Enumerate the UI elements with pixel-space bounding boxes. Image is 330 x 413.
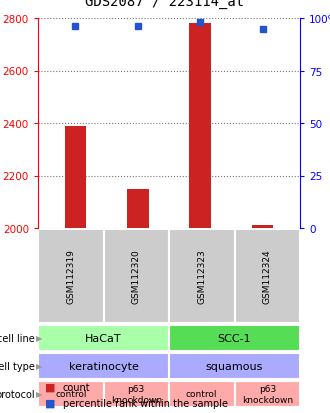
Text: cell type: cell type xyxy=(0,361,35,371)
Text: squamous: squamous xyxy=(206,361,263,371)
Text: SCC-1: SCC-1 xyxy=(218,333,251,343)
Bar xyxy=(169,381,235,407)
Text: GSM112319: GSM112319 xyxy=(66,249,75,304)
Bar xyxy=(169,230,235,323)
Text: count: count xyxy=(63,382,90,392)
Text: GSM112320: GSM112320 xyxy=(132,249,141,304)
Bar xyxy=(104,230,169,323)
Bar xyxy=(252,226,274,228)
Text: p63
knockdown: p63 knockdown xyxy=(111,385,162,404)
Text: ▶: ▶ xyxy=(36,362,43,370)
Text: HaCaT: HaCaT xyxy=(85,333,122,343)
Text: cell line: cell line xyxy=(0,333,35,343)
Bar xyxy=(189,24,211,228)
Bar xyxy=(127,189,149,228)
Text: ▶: ▶ xyxy=(36,334,43,343)
Bar xyxy=(38,353,169,379)
Text: percentile rank within the sample: percentile rank within the sample xyxy=(63,398,228,408)
Text: protocol: protocol xyxy=(0,389,35,399)
Bar xyxy=(169,325,300,351)
Bar xyxy=(235,230,300,323)
Bar xyxy=(38,325,169,351)
Text: ■: ■ xyxy=(45,382,55,392)
Text: ■: ■ xyxy=(45,398,55,408)
Text: control: control xyxy=(55,389,86,399)
Bar xyxy=(38,230,104,323)
Text: control: control xyxy=(186,389,217,399)
Text: GSM112324: GSM112324 xyxy=(263,249,272,304)
Text: keratinocyte: keratinocyte xyxy=(69,361,139,371)
Bar xyxy=(64,126,86,228)
Text: ▶: ▶ xyxy=(36,389,43,399)
Text: GSM112323: GSM112323 xyxy=(197,249,206,304)
Bar xyxy=(169,353,300,379)
Text: GDS2087 / 223114_at: GDS2087 / 223114_at xyxy=(85,0,245,9)
Bar xyxy=(235,381,300,407)
Text: p63
knockdown: p63 knockdown xyxy=(242,385,293,404)
Bar xyxy=(38,381,104,407)
Bar xyxy=(104,381,169,407)
